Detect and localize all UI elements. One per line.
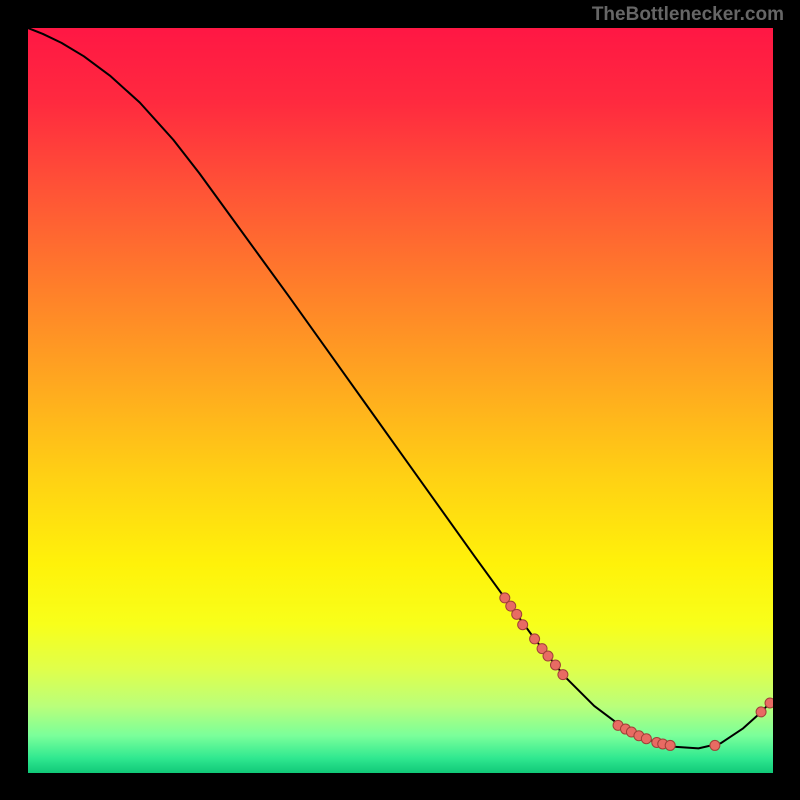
bottleneck-chart [28, 28, 773, 773]
data-point [512, 609, 522, 619]
plot-area [28, 28, 773, 773]
data-point [530, 634, 540, 644]
data-point [518, 620, 528, 630]
gradient-background [28, 28, 773, 773]
data-point [558, 670, 568, 680]
data-point [665, 740, 675, 750]
data-point [756, 707, 766, 717]
watermark-text: TheBottlenecker.com [592, 4, 784, 26]
data-point [543, 651, 553, 661]
data-point [765, 698, 773, 708]
data-point [710, 740, 720, 750]
data-point [550, 660, 560, 670]
data-point [641, 734, 651, 744]
